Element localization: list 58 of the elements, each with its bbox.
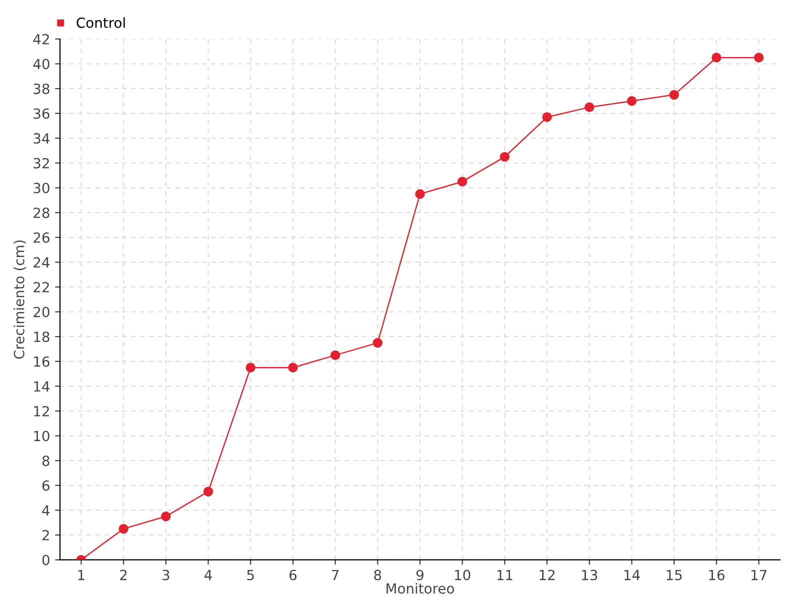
x-tick-label: 4	[204, 570, 212, 580]
point	[161, 512, 171, 522]
x-tick-label: 11	[497, 570, 512, 580]
y-tick-label: 34	[34, 133, 50, 144]
y-tick-label: 42	[33, 34, 49, 44]
x-tick-label: 3	[162, 570, 170, 580]
point	[669, 90, 679, 100]
y-tick-label: 12	[34, 406, 49, 416]
x-tick-label: 2	[120, 570, 127, 580]
y-tick-label: 32	[34, 158, 49, 168]
x-tick-label: 17	[752, 570, 766, 580]
x-axis-title: Monitoreo	[386, 582, 454, 594]
y-tick-label: 28	[34, 208, 50, 218]
point	[500, 152, 510, 162]
point	[584, 102, 594, 112]
point	[457, 176, 468, 186]
y-tick-label: 10	[34, 430, 50, 442]
point	[288, 362, 298, 372]
y-tick-label: 38	[34, 84, 50, 94]
y-tick-label: 20	[34, 306, 50, 318]
y-tick-label: 6	[42, 480, 50, 491]
point	[712, 52, 722, 62]
point	[118, 524, 128, 534]
x-tick-label: 5	[247, 570, 254, 580]
y-tick-label: 22	[34, 282, 49, 292]
x-tick-label: 13	[582, 570, 598, 580]
y-axis-title: Crecimiento (cm)	[14, 240, 26, 359]
y-tick-label: 24	[34, 257, 50, 268]
point	[754, 52, 764, 62]
point	[542, 112, 552, 122]
point	[372, 338, 383, 348]
point	[626, 96, 637, 106]
x-tick-label: 6	[289, 570, 296, 580]
point	[415, 189, 425, 199]
y-tick-label: 2	[42, 530, 49, 540]
y-tick-label: 26	[34, 232, 50, 243]
x-tick-label: 16	[709, 570, 724, 580]
point	[203, 486, 214, 496]
y-tick-label: 4	[42, 505, 50, 516]
point	[246, 362, 256, 372]
x-tick-label: 1	[78, 570, 84, 580]
y-tick-label: 0	[42, 554, 50, 566]
y-tick-label: 8	[42, 456, 50, 466]
y-tick-label: 30	[34, 182, 50, 194]
x-tick-label: 15	[666, 570, 682, 580]
y-tick-label: 36	[34, 108, 50, 119]
x-tick-label: 8	[374, 570, 382, 580]
legend-label: Control	[76, 17, 125, 28]
x-tick-label: 9	[416, 570, 424, 580]
y-tick-label: 16	[34, 356, 50, 367]
y-tick-label: 18	[34, 332, 50, 342]
x-tick-label: 7	[332, 570, 339, 580]
y-tick-label: 14	[34, 381, 50, 392]
x-tick-label: 14	[624, 570, 640, 580]
point	[330, 350, 340, 360]
x-tick-label: 12	[540, 570, 555, 580]
x-tick-label: 10	[455, 570, 470, 580]
y-tick-label: 40	[33, 58, 50, 70]
